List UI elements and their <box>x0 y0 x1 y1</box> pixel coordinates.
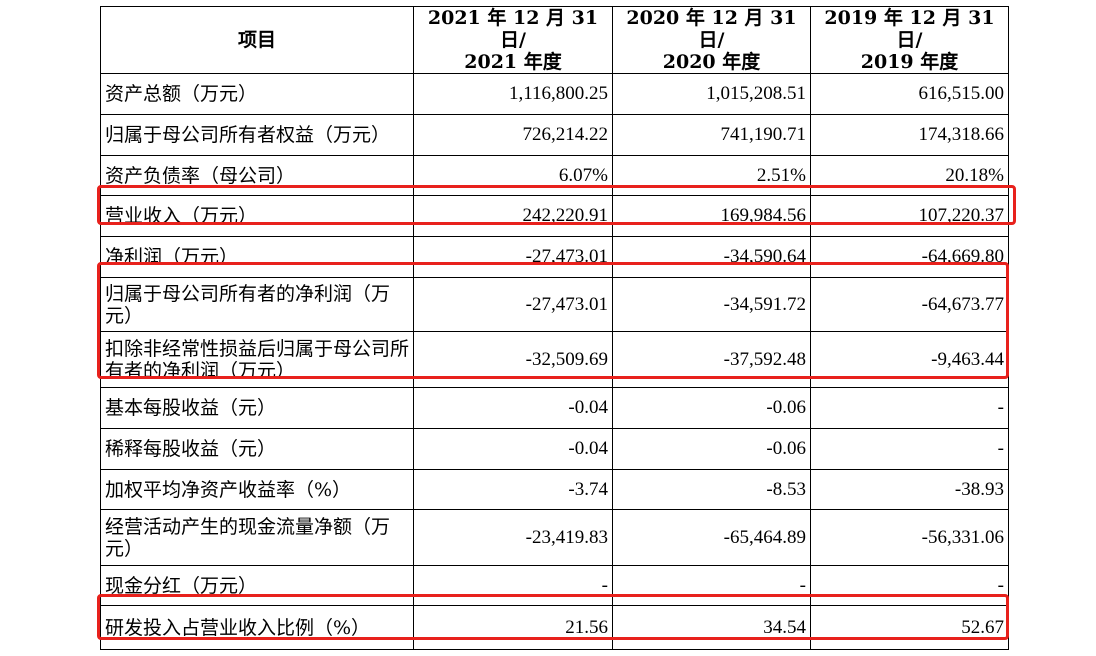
cell-2019: -38.93 <box>810 469 1009 510</box>
cell-2019: 107,220.37 <box>810 195 1009 237</box>
cell-2019: - <box>810 428 1009 470</box>
row-label: 扣除非经常性损益后归属于母公司所有者的净利润（万元） <box>100 331 414 388</box>
cell-2021: 6.07% <box>413 155 613 196</box>
table-row: 归属于母公司所有者的净利润（万元） -27,473.01 -34,591.72 … <box>100 277 1009 332</box>
cell-2020: -37,592.48 <box>612 331 811 388</box>
cell-2020: -0.06 <box>612 387 811 429</box>
header-2020-line1: 2020 年 12 月 31 日/ <box>626 7 797 51</box>
cell-2020: -34,591.72 <box>612 277 811 332</box>
header-2021-line2: 2021 年度 <box>464 51 562 73</box>
header-2020: 2020 年 12 月 31 日/ 2020 年度 <box>612 6 811 74</box>
header-2019: 2019 年 12 月 31 日/ 2019 年度 <box>810 6 1009 74</box>
table-row: 资产负债率（母公司） 6.07% 2.51% 20.18% <box>100 155 1009 196</box>
row-label: 经营活动产生的现金流量净额（万元） <box>100 509 414 566</box>
row-label: 归属于母公司所有者的净利润（万元） <box>100 277 414 332</box>
cell-2021: -27,473.01 <box>413 236 613 278</box>
cell-2019: 52.67 <box>810 605 1009 650</box>
header-2019-line1: 2019 年 12 月 31 日/ <box>824 7 995 51</box>
cell-2019: 616,515.00 <box>810 73 1009 115</box>
cell-2020: 34.54 <box>612 605 811 650</box>
cell-2021: 21.56 <box>413 605 613 650</box>
cell-2021: -3.74 <box>413 469 613 510</box>
cell-2020: 1,015,208.51 <box>612 73 811 115</box>
table-row: 资产总额（万元） 1,116,800.25 1,015,208.51 616,5… <box>100 73 1009 115</box>
cell-2019: -64,673.77 <box>810 277 1009 332</box>
cell-2020: -65,464.89 <box>612 509 811 566</box>
cell-2019: 174,318.66 <box>810 114 1009 156</box>
table-row: 现金分红（万元） - - - <box>100 565 1009 606</box>
table-row: 扣除非经常性损益后归属于母公司所有者的净利润（万元） -32,509.69 -3… <box>100 331 1009 388</box>
cell-2020: 169,984.56 <box>612 195 811 237</box>
cell-2019: -64,669.80 <box>810 236 1009 278</box>
table-row: 加权平均净资产收益率（%） -3.74 -8.53 -38.93 <box>100 469 1009 510</box>
cell-2021: - <box>413 565 613 606</box>
cell-2020: -0.06 <box>612 428 811 470</box>
table-row: 归属于母公司所有者权益（万元） 726,214.22 741,190.71 17… <box>100 114 1009 156</box>
financial-summary-table: 项目 2021 年 12 月 31 日/ 2021 年度 2020 年 12 月… <box>100 6 1009 650</box>
cell-2020: - <box>612 565 811 606</box>
row-label: 基本每股收益（元） <box>100 387 414 429</box>
table-row: 营业收入（万元） 242,220.91 169,984.56 107,220.3… <box>100 195 1009 237</box>
header-2021-line1: 2021 年 12 月 31 日/ <box>427 7 599 51</box>
row-label: 研发投入占营业收入比例（%） <box>100 605 414 650</box>
cell-2021: -0.04 <box>413 387 613 429</box>
header-2020-line2: 2020 年度 <box>662 51 761 73</box>
cell-2021: -32,509.69 <box>413 331 613 388</box>
row-label: 稀释每股收益（元） <box>100 428 414 470</box>
cell-2020: 2.51% <box>612 155 811 196</box>
table-row: 净利润（万元） -27,473.01 -34,590.64 -64,669.80 <box>100 236 1009 278</box>
row-label: 资产总额（万元） <box>100 73 414 115</box>
cell-2021: -23,419.83 <box>413 509 613 566</box>
table-row: 经营活动产生的现金流量净额（万元） -23,419.83 -65,464.89 … <box>100 509 1009 566</box>
table-row: 稀释每股收益（元） -0.04 -0.06 - <box>100 428 1009 470</box>
header-row: 项目 2021 年 12 月 31 日/ 2021 年度 2020 年 12 月… <box>100 6 1009 74</box>
cell-2021: -0.04 <box>413 428 613 470</box>
row-label: 现金分红（万元） <box>100 565 414 606</box>
cell-2021: -27,473.01 <box>413 277 613 332</box>
table-row: 研发投入占营业收入比例（%） 21.56 34.54 52.67 <box>100 605 1009 650</box>
row-label: 净利润（万元） <box>100 236 414 278</box>
cell-2019: -56,331.06 <box>810 509 1009 566</box>
cell-2020: -34,590.64 <box>612 236 811 278</box>
cell-2019: - <box>810 565 1009 606</box>
header-2021: 2021 年 12 月 31 日/ 2021 年度 <box>413 6 613 74</box>
cell-2020: 741,190.71 <box>612 114 811 156</box>
cell-2019: -9,463.44 <box>810 331 1009 388</box>
row-label: 归属于母公司所有者权益（万元） <box>100 114 414 156</box>
header-2019-line2: 2019 年度 <box>860 51 959 73</box>
cell-2021: 242,220.91 <box>413 195 613 237</box>
cell-2019: 20.18% <box>810 155 1009 196</box>
row-label: 加权平均净资产收益率（%） <box>100 469 414 510</box>
table-row: 基本每股收益（元） -0.04 -0.06 - <box>100 387 1009 429</box>
cell-2021: 1,116,800.25 <box>413 73 613 115</box>
cell-2021: 726,214.22 <box>413 114 613 156</box>
row-label: 营业收入（万元） <box>100 195 414 237</box>
cell-2019: - <box>810 387 1009 429</box>
row-label: 资产负债率（母公司） <box>100 155 414 196</box>
header-item: 项目 <box>100 6 414 74</box>
cell-2020: -8.53 <box>612 469 811 510</box>
